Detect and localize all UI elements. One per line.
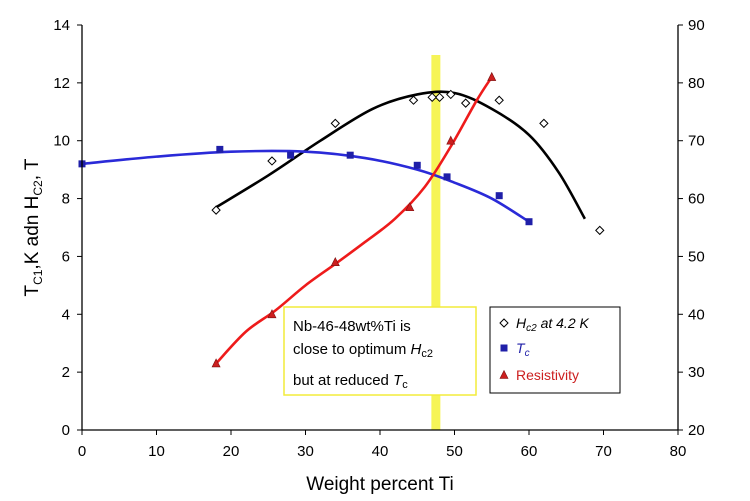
data-point-hc2-at-4-2-k <box>434 92 445 103</box>
data-point-hc2-at-4-2-k <box>427 92 437 103</box>
y-axis-title-left: TC1,K adn HC2, T <box>22 158 45 296</box>
data-point-resistivity <box>267 309 277 319</box>
data-point-hc2-at-4-2-k <box>408 95 419 105</box>
x-tick-label: 80 <box>670 443 687 460</box>
data-point-resistivity <box>446 135 456 145</box>
data-point-tc <box>443 173 451 181</box>
y-tick-label-right: 20 <box>688 422 705 439</box>
data-point-tc <box>413 161 421 169</box>
y-tick-label-left: 14 <box>53 17 70 34</box>
y-tick-label-right: 80 <box>688 75 705 92</box>
data-point-hc2-at-4-2-k <box>460 98 471 108</box>
annotation-box: Nb-46-48wt%Ti is close to optimum Hc2 bu… <box>283 306 477 396</box>
x-tick-label: 30 <box>297 443 314 460</box>
y-tick-label-right: 50 <box>688 248 705 265</box>
y-tick-label-left: 10 <box>53 133 70 150</box>
y-tick-label-left: 4 <box>62 306 70 323</box>
y-axis-title-part-2: ,K adn H <box>22 196 43 270</box>
y-tick-label-left: 8 <box>62 191 70 208</box>
x-tick-label: 60 <box>521 443 538 460</box>
y-tick-label-left: 6 <box>62 248 70 265</box>
legend-marker-hc2 <box>499 318 509 328</box>
legend-marker-tc <box>500 344 508 352</box>
data-point-tc <box>346 151 354 159</box>
data-point-tc <box>495 192 503 200</box>
annotation-line-3: but at reduced Tc <box>293 372 408 391</box>
data-point-hc2-at-4-2-k <box>446 89 456 100</box>
fit-line-tc <box>81 149 530 223</box>
y-tick-label-left: 0 <box>62 422 70 439</box>
y-tick-label-right: 40 <box>688 306 705 323</box>
y-axis-title-sub-2: C2 <box>31 180 45 196</box>
data-point-resistivity <box>330 257 340 267</box>
legend-label-resistivity: Resistivity <box>516 367 579 383</box>
y-tick-label-right: 60 <box>688 191 705 208</box>
data-point-hc2-at-4-2-k <box>330 118 341 129</box>
x-tick-label: 10 <box>148 443 165 460</box>
x-axis-title: Weight percent Ti <box>306 474 454 495</box>
y-tick-label-right: 70 <box>688 133 705 150</box>
data-point-hc2-at-4-2-k <box>494 95 504 105</box>
data-point-tc <box>287 151 295 159</box>
y-tick-label-left: 2 <box>62 364 70 381</box>
y-tick-label-right: 90 <box>688 17 705 34</box>
annotation-line-1: Nb-46-48wt%Ti is <box>293 318 411 335</box>
legend: Hc2 at 4.2 K Tc Resistivity <box>489 306 621 394</box>
y-axis-title-part-3: , T <box>22 158 43 180</box>
data-point-hc2-at-4-2-k <box>267 156 277 166</box>
y-axis-title-part-1: T <box>22 285 43 297</box>
fit-line-resistivity <box>215 76 493 365</box>
data-point-hc2-at-4-2-k <box>595 225 605 236</box>
x-tick-label: 50 <box>446 443 463 460</box>
fit-line-hc2-at-4-2-k <box>215 90 587 220</box>
data-point-resistivity <box>405 202 415 212</box>
x-tick-label: 0 <box>78 443 86 460</box>
y-axis-title-sub-1: C1 <box>31 269 45 285</box>
legend-marker-resistivity <box>499 369 509 379</box>
data-point-tc <box>216 145 224 153</box>
y-tick-label-right: 30 <box>688 364 705 381</box>
x-tick-label: 70 <box>595 443 612 460</box>
annotation-line-2: close to optimum Hc2 <box>293 341 433 360</box>
data-point-tc <box>525 218 533 226</box>
x-tick-label: 40 <box>372 443 389 460</box>
legend-label-hc2: Hc2 at 4.2 K <box>516 315 589 334</box>
y-tick-label-left: 12 <box>53 75 70 92</box>
legend-label-tc: Tc <box>516 340 530 359</box>
x-tick-label: 20 <box>223 443 240 460</box>
data-point-resistivity <box>487 71 497 81</box>
data-point-hc2-at-4-2-k <box>211 205 221 215</box>
data-point-resistivity <box>211 358 221 368</box>
data-point-hc2-at-4-2-k <box>539 118 549 129</box>
highlight-band <box>431 55 441 430</box>
